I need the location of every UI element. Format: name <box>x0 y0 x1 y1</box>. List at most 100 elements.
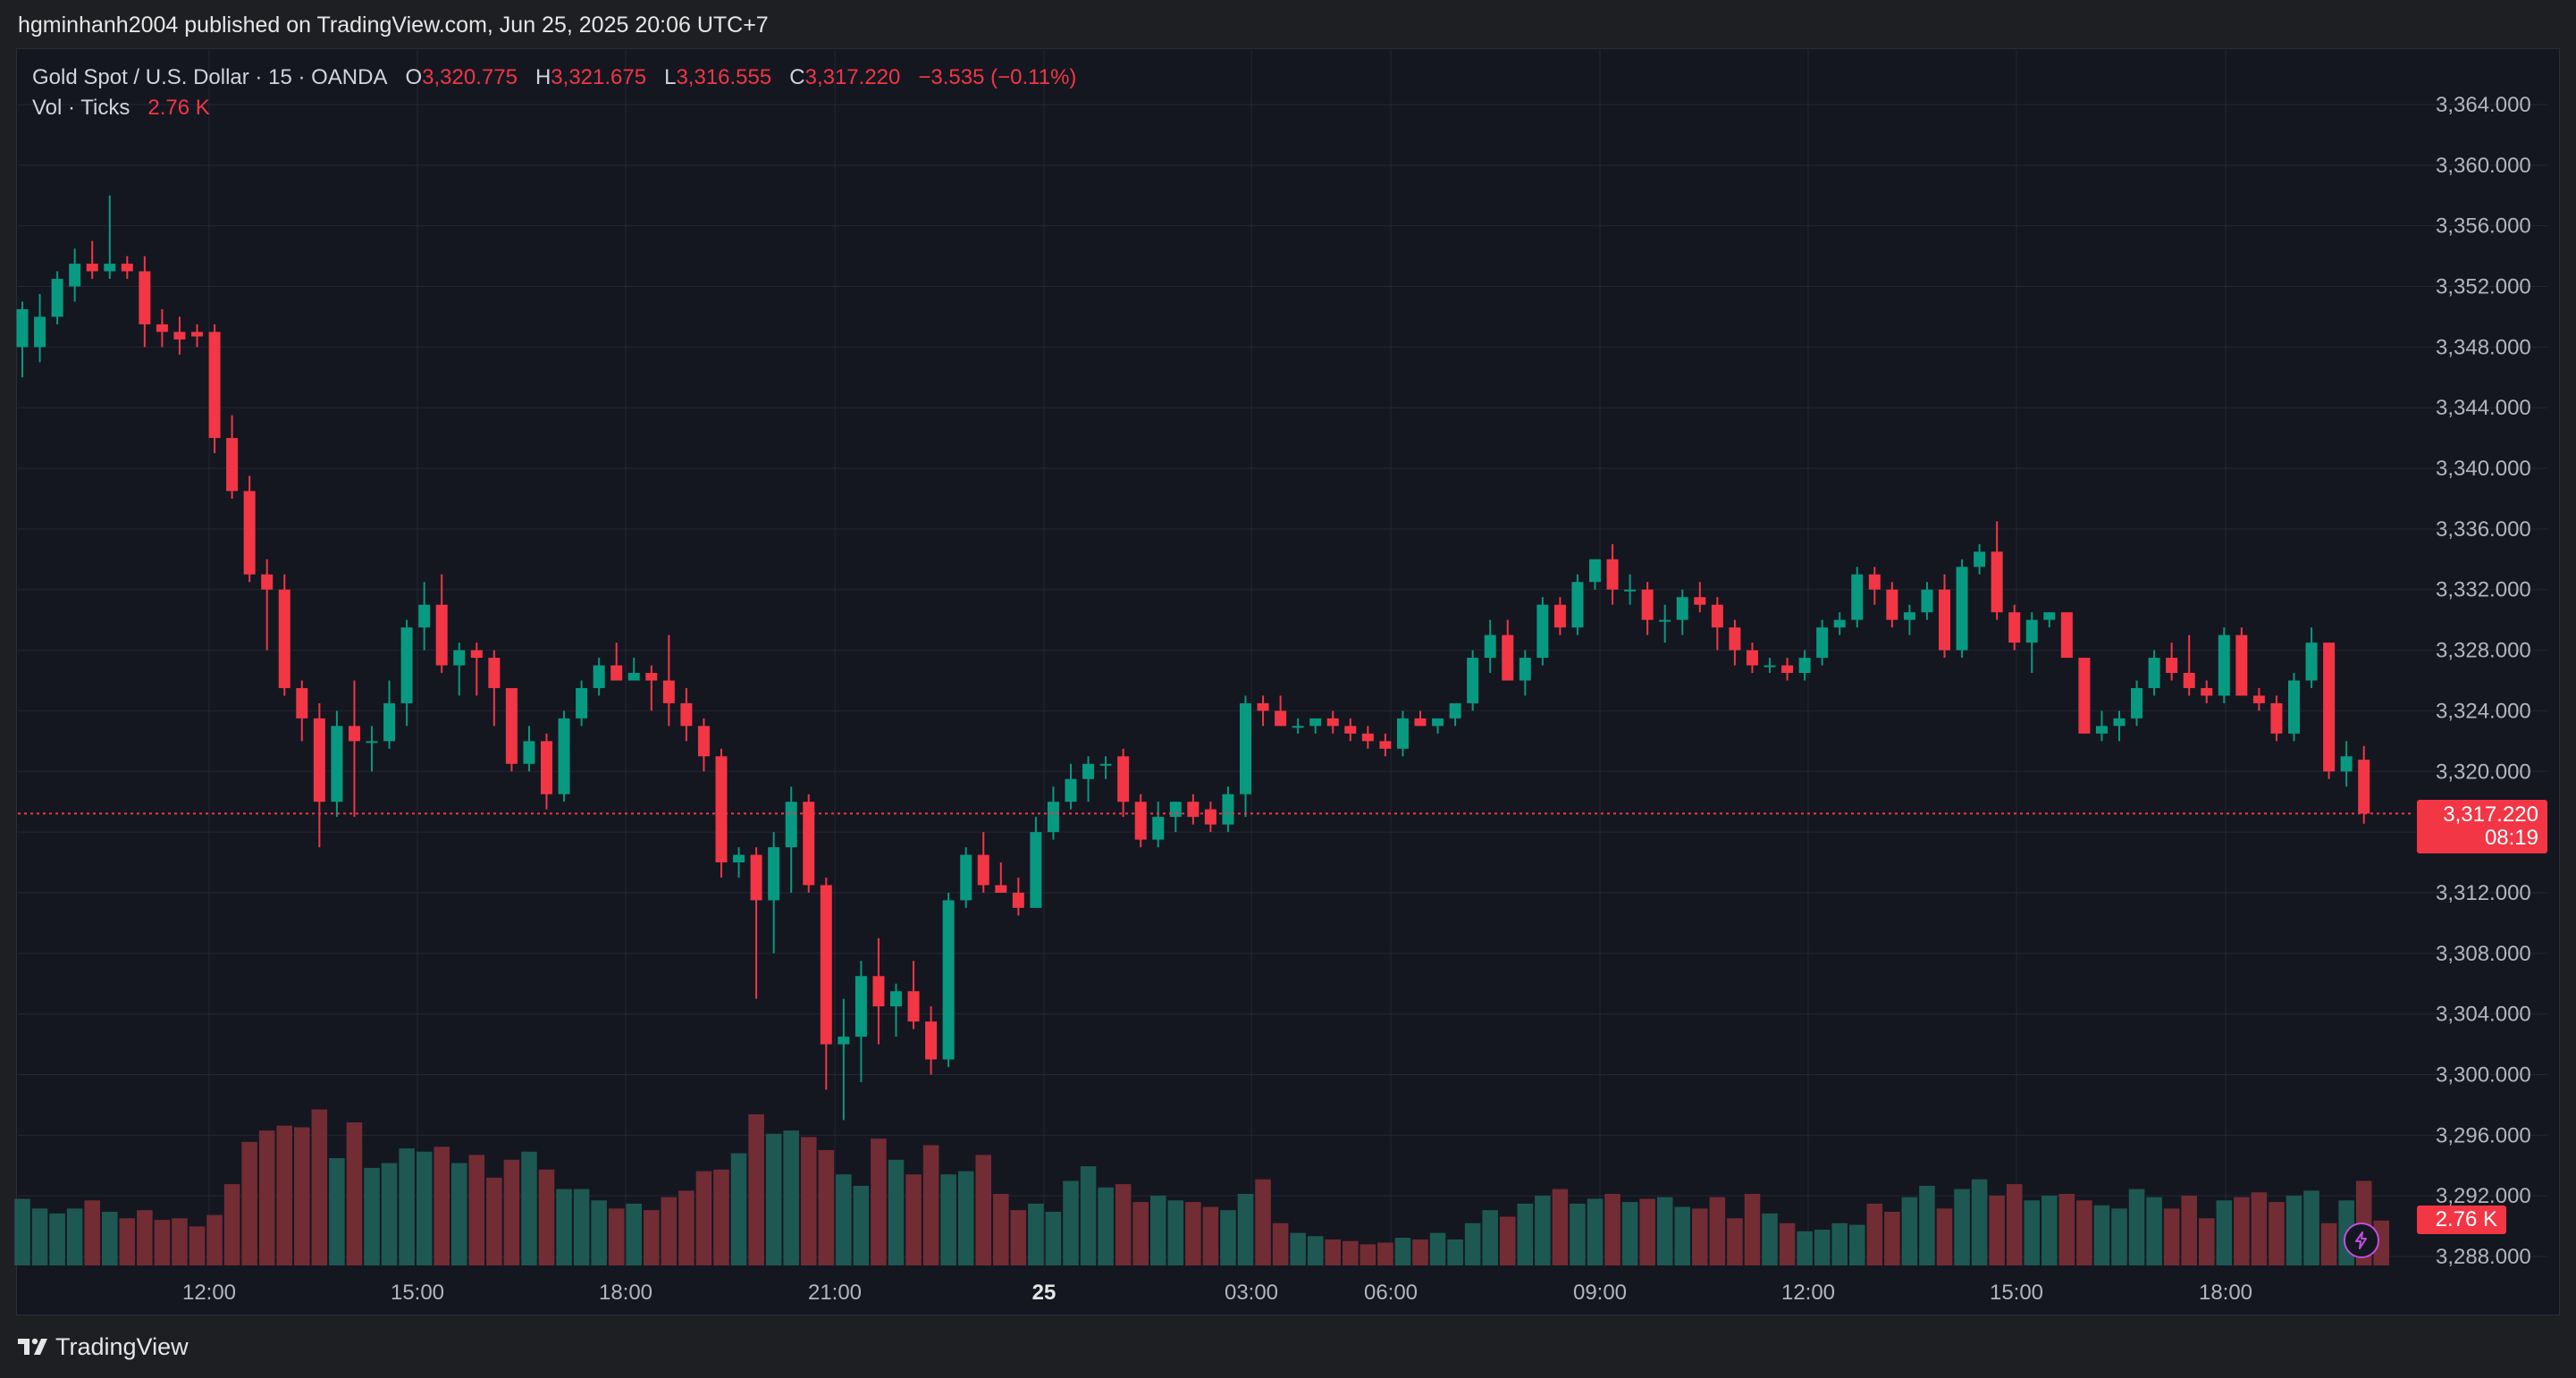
volume-bar <box>1499 1216 1516 1265</box>
candle-body <box>1152 817 1165 840</box>
candle-body <box>593 665 605 688</box>
volume-bar <box>853 1185 870 1265</box>
volume-bar <box>66 1208 83 1265</box>
close-value: 3,317.220 <box>804 65 901 89</box>
candle-body <box>296 687 308 718</box>
candle-body <box>470 650 483 659</box>
candle-body <box>1711 604 1723 628</box>
y-tick-label: 3,352.000 <box>2436 275 2531 299</box>
volume-bar <box>1272 1223 1289 1265</box>
candle-body <box>1432 718 1444 727</box>
candle-body <box>348 726 360 742</box>
candle-body <box>1222 794 1234 825</box>
open-label: O <box>405 65 423 89</box>
y-tick-label: 3,328.000 <box>2436 639 2531 663</box>
volume-value: 2.76 K <box>147 96 210 120</box>
volume-bar <box>1552 1189 1569 1265</box>
candle-body <box>576 687 588 718</box>
candle-body <box>977 854 989 886</box>
symbol-label[interactable]: Gold Spot / U.S. Dollar · 15 · OANDA <box>32 65 388 89</box>
candle-body <box>366 741 378 744</box>
candle-body <box>191 332 203 337</box>
volume-bar <box>434 1147 450 1265</box>
volume-bar <box>258 1130 275 1265</box>
volume-bar <box>172 1218 188 1265</box>
volume-bar <box>730 1153 747 1265</box>
volume-bar <box>1744 1194 1761 1265</box>
candle-body <box>1833 619 1846 628</box>
candle-body <box>505 687 518 764</box>
volume-bar <box>223 1184 240 1265</box>
candle-body <box>104 264 116 272</box>
candle-body <box>2183 673 2195 688</box>
tradingview-logo[interactable]: TradingView <box>18 1332 189 1362</box>
candle-body <box>768 847 780 901</box>
x-tick-label: 18:00 <box>2199 1281 2252 1305</box>
volume-bar <box>1464 1223 1481 1265</box>
candle-body <box>1939 589 1950 651</box>
y-tick-label: 3,340.000 <box>2436 457 2531 481</box>
volume-bar <box>1045 1212 1062 1265</box>
volume-bar <box>2128 1189 2145 1265</box>
open-value: 3,320.775 <box>422 65 518 89</box>
candle-body <box>1816 627 1829 659</box>
candle-body <box>2043 612 2056 620</box>
candle-body <box>69 264 81 287</box>
candle-body <box>1886 589 1898 620</box>
volume-bar <box>818 1149 835 1265</box>
volume-bar <box>1517 1203 1534 1265</box>
volume-label[interactable]: Vol · Ticks <box>32 96 130 120</box>
candle-body <box>488 658 501 688</box>
volume-bar <box>836 1174 852 1265</box>
high-value: 3,321.675 <box>551 65 647 89</box>
volume-bar <box>521 1151 537 1265</box>
volume-bar <box>905 1174 922 1265</box>
volume-bar <box>1621 1202 1638 1265</box>
volume-bar <box>678 1190 695 1265</box>
x-tick-label: 21:00 <box>808 1281 862 1305</box>
candle-body <box>1956 567 1968 651</box>
volume-bar <box>2269 1202 2285 1265</box>
volume-bar <box>2234 1197 2250 1265</box>
candle-body <box>2288 680 2300 734</box>
volume-tag: 2.76 K <box>2417 1206 2506 1234</box>
volume-bar <box>294 1127 310 1265</box>
volume-bar <box>1692 1208 1708 1265</box>
lightning-bolt-button[interactable] <box>2344 1223 2379 1258</box>
volume-bar <box>2216 1200 2233 1265</box>
volume-bar <box>1866 1203 1883 1265</box>
candle-body <box>1449 702 1461 718</box>
candle-body <box>2235 634 2248 696</box>
candle-body <box>1361 733 1374 742</box>
candle-body <box>697 726 710 757</box>
volume-bar <box>538 1169 555 1265</box>
bar-countdown: 08:19 <box>2484 826 2538 850</box>
volume-bar <box>1831 1223 1848 1265</box>
candle-body <box>872 976 885 1007</box>
volume-bar <box>1447 1239 1463 1265</box>
candle-body <box>1676 597 1688 620</box>
volume-bar <box>2181 1195 2197 1265</box>
volume-bar <box>626 1203 643 1265</box>
volume-bar <box>1167 1200 1184 1265</box>
volume-bar <box>1098 1187 1114 1265</box>
candle-body <box>2252 695 2265 703</box>
volume-bar <box>1132 1202 1149 1265</box>
candle-body <box>907 991 920 1022</box>
volume-bar <box>957 1171 974 1265</box>
y-tick-label: 3,364.000 <box>2436 93 2531 117</box>
volume-bar <box>84 1200 100 1265</box>
volume-bar <box>1149 1195 1166 1265</box>
candle-body <box>2166 658 2178 674</box>
volume-bar <box>2058 1194 2075 1265</box>
volume-bar <box>1779 1223 1796 1265</box>
footer-brand: TradingView <box>55 1332 189 1360</box>
volume-bar <box>2076 1200 2092 1265</box>
x-tick-label: 09:00 <box>1573 1281 1627 1305</box>
candle-body <box>1519 658 1531 681</box>
candle-body <box>1030 832 1042 908</box>
volume-legend-row: Vol · Ticks 2.76 K <box>32 93 1076 123</box>
volume-bar <box>1115 1184 1132 1265</box>
candle-body <box>1851 574 1864 620</box>
